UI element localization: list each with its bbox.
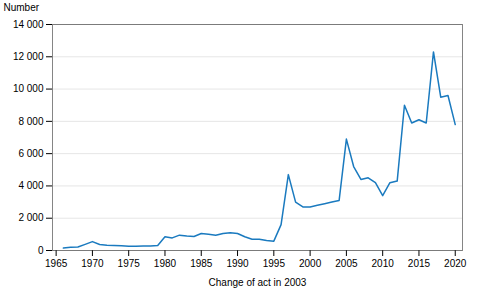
svg-text:1980: 1980 bbox=[154, 258, 177, 269]
svg-text:2 000: 2 000 bbox=[18, 212, 43, 223]
svg-text:0: 0 bbox=[38, 245, 44, 256]
svg-text:1985: 1985 bbox=[190, 258, 213, 269]
svg-text:1965: 1965 bbox=[45, 258, 68, 269]
svg-text:2020: 2020 bbox=[444, 258, 467, 269]
svg-text:Change of act in 2003: Change of act in 2003 bbox=[209, 277, 307, 288]
svg-text:12 000: 12 000 bbox=[13, 51, 44, 62]
svg-text:14 000: 14 000 bbox=[13, 19, 44, 30]
svg-text:Number: Number bbox=[4, 2, 40, 13]
svg-text:8 000: 8 000 bbox=[18, 116, 43, 127]
svg-text:2000: 2000 bbox=[299, 258, 322, 269]
svg-text:4 000: 4 000 bbox=[18, 180, 43, 191]
svg-text:2010: 2010 bbox=[372, 258, 395, 269]
svg-text:2015: 2015 bbox=[408, 258, 431, 269]
svg-text:10 000: 10 000 bbox=[13, 83, 44, 94]
svg-text:2005: 2005 bbox=[335, 258, 358, 269]
svg-text:6 000: 6 000 bbox=[18, 148, 43, 159]
svg-text:1990: 1990 bbox=[226, 258, 249, 269]
svg-text:1975: 1975 bbox=[118, 258, 141, 269]
svg-text:1970: 1970 bbox=[81, 258, 104, 269]
svg-text:1995: 1995 bbox=[263, 258, 286, 269]
